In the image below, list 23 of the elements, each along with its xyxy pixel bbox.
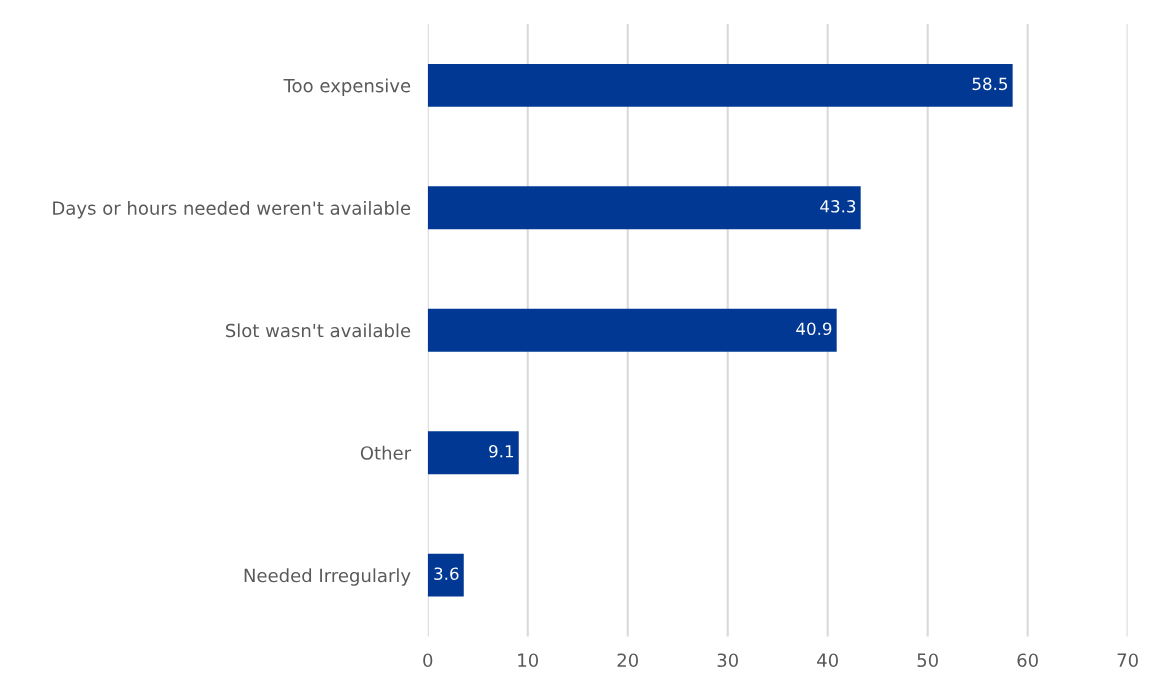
data-label: 9.1 xyxy=(489,444,514,458)
bar xyxy=(427,63,1013,107)
data-label: 40.9 xyxy=(796,322,832,336)
x-tick-label: 50 xyxy=(917,653,938,668)
bar xyxy=(427,553,464,597)
data-label: 43.3 xyxy=(820,200,856,213)
bar xyxy=(427,431,519,475)
x-tick-label: 70 xyxy=(1117,653,1138,668)
x-tick-label: 40 xyxy=(817,653,838,668)
x-tick-label: 30 xyxy=(717,653,738,668)
y-tick-label: Slot wasn't available xyxy=(225,323,411,338)
y-tick-label: Needed Irregularly xyxy=(244,568,411,586)
bar xyxy=(427,186,861,230)
y-tick-label: Days or hours needed weren't available xyxy=(53,200,411,219)
y-tick-label: Other xyxy=(360,445,412,460)
data-label: 58.5 xyxy=(972,77,1008,91)
data-label: 3.6 xyxy=(434,567,459,580)
bar xyxy=(427,308,837,352)
y-tick-label: Too expensive xyxy=(283,78,411,96)
x-tick-label: 0 xyxy=(423,653,433,668)
x-tick-label: 60 xyxy=(1017,653,1038,668)
x-tick-label: 10 xyxy=(518,653,539,668)
x-tick-label: 20 xyxy=(617,653,639,668)
